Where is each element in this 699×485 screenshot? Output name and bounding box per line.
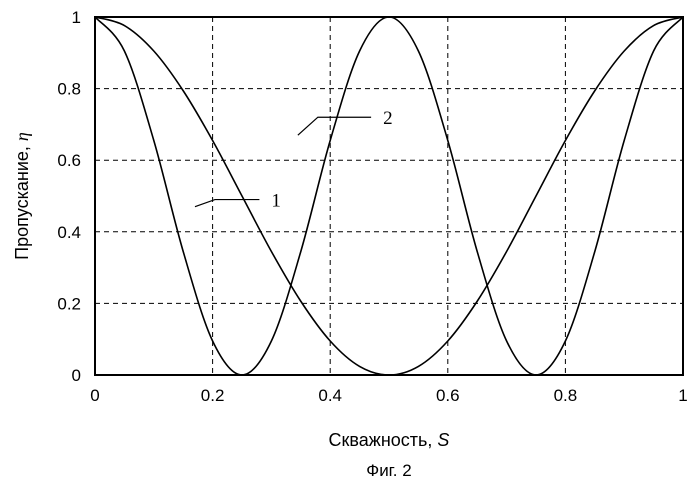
x-tick-label: 0.2: [201, 386, 225, 405]
x-axis-title-variable: S: [437, 430, 449, 450]
grid-lines: [95, 17, 683, 375]
x-tick-label: 0.6: [436, 386, 460, 405]
y-tick-label: 1: [72, 8, 81, 27]
tick-labels: 0 0.2 0.4 0.6 0.8 1 0 0.2 0.4 0.6 0.8 1: [57, 8, 687, 405]
y-axis-title: Пропускание, η: [12, 132, 32, 260]
y-axis-title-variable: η: [12, 132, 32, 141]
y-tick-label: 0: [72, 366, 81, 385]
series-label-2: 2: [383, 108, 393, 129]
x-tick-label: 1: [678, 386, 687, 405]
y-tick-label: 0.8: [57, 80, 81, 99]
series-line-2: [95, 17, 683, 375]
y-tick-label: 0.2: [57, 294, 81, 313]
series-lines: [95, 17, 683, 375]
x-axis-title: Скважность, S: [329, 430, 450, 450]
x-axis-title-text: Скважность,: [329, 430, 438, 450]
series-line-1: [95, 17, 683, 375]
y-axis-title-text: Пропускание,: [12, 141, 32, 260]
y-tick-label: 0.4: [57, 223, 81, 242]
plot-frame: [95, 17, 683, 375]
figure-caption: Фиг. 2: [366, 461, 411, 480]
series-label-leader-1: [195, 200, 259, 207]
x-tick-label: 0.4: [318, 386, 342, 405]
x-tick-label: 0: [90, 386, 99, 405]
series-label-1: 1: [271, 191, 281, 212]
x-tick-label: 0.8: [554, 386, 578, 405]
y-tick-label: 0.6: [57, 151, 81, 170]
